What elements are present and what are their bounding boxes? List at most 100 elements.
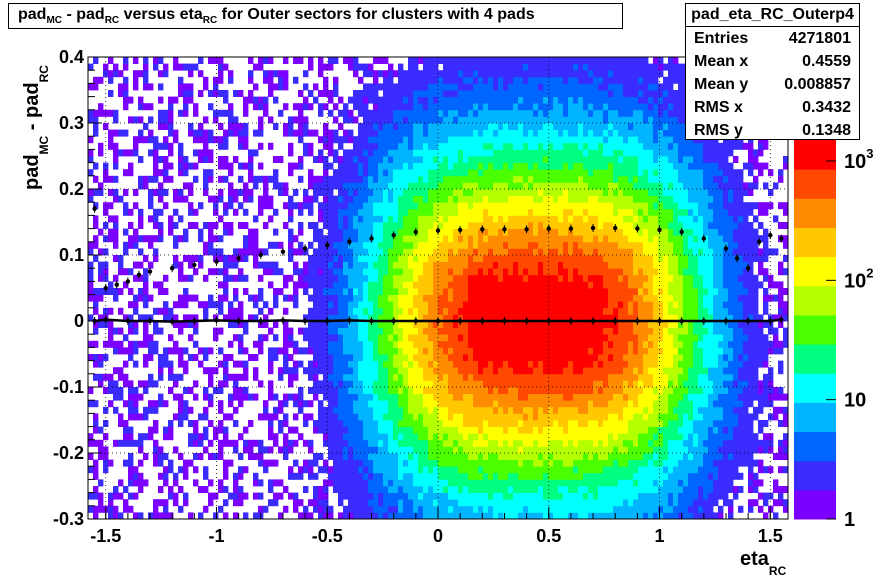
heatmap-cell	[493, 149, 499, 157]
heatmap-cell	[503, 334, 509, 342]
heatmap-cell	[363, 294, 369, 302]
heatmap-cell	[448, 189, 454, 196]
heatmap-cell	[488, 142, 494, 150]
heatmap-cell	[503, 406, 509, 414]
heatmap-cell	[223, 459, 229, 467]
heatmap-cell	[363, 70, 369, 78]
heatmap-cell	[363, 241, 369, 249]
heatmap-cell	[398, 195, 404, 203]
heatmap-cell	[318, 63, 324, 71]
heatmap-cell	[388, 486, 394, 493]
heatmap-cell	[553, 354, 559, 361]
heatmap-cell	[153, 459, 159, 467]
heatmap-cell	[273, 321, 279, 328]
heatmap-cell	[348, 96, 354, 104]
heatmap-cell	[503, 387, 509, 394]
heatmap-cell	[283, 439, 289, 447]
heatmap-cell	[498, 222, 504, 229]
heatmap-cell	[253, 241, 259, 249]
heatmap-cell	[128, 222, 134, 229]
heatmap-cell	[213, 195, 219, 203]
heatmap-cell	[508, 268, 514, 276]
heatmap-cell	[443, 400, 449, 408]
heatmap-cell	[548, 288, 554, 295]
heatmap-cell	[288, 466, 294, 474]
heatmap-cell	[433, 505, 439, 513]
heatmap-cell	[543, 116, 549, 124]
heatmap-cell	[403, 426, 409, 434]
heatmap-cell	[108, 129, 114, 137]
heatmap-cell	[553, 261, 559, 269]
heatmap-cell	[553, 453, 559, 460]
heatmap-cell	[403, 274, 409, 282]
heatmap-cell	[268, 202, 274, 210]
heatmap-cell	[493, 301, 499, 309]
heatmap-cell	[433, 281, 439, 289]
heatmap-cell	[368, 347, 374, 355]
heatmap-cell	[458, 492, 464, 500]
heatmap-cell	[153, 215, 159, 223]
heatmap-cell	[373, 149, 379, 157]
heatmap-cell	[128, 466, 134, 474]
heatmap-cell	[228, 76, 234, 84]
heatmap-cell	[228, 182, 234, 190]
heatmap-cell	[153, 63, 159, 71]
heatmap-cell	[543, 261, 549, 269]
heatmap-cell	[348, 393, 354, 401]
heatmap-cell	[373, 76, 379, 84]
heatmap-cell	[473, 294, 479, 302]
heatmap-cell	[238, 340, 244, 348]
heatmap-cell	[533, 268, 539, 276]
heatmap-cell	[453, 142, 459, 150]
heatmap-cell	[373, 466, 379, 474]
heatmap-cell	[243, 189, 249, 196]
heatmap-cell	[538, 136, 544, 144]
heatmap-cell	[213, 202, 219, 210]
heatmap-cell	[548, 367, 554, 375]
heatmap-cell	[328, 472, 334, 480]
heatmap-cell	[553, 499, 559, 507]
heatmap-cell	[493, 446, 499, 454]
heatmap-cell	[523, 90, 529, 97]
heatmap-cell	[483, 420, 489, 427]
heatmap-cell	[273, 301, 279, 309]
heatmap-cell	[393, 446, 399, 454]
heatmap-cell	[88, 433, 94, 441]
heatmap-cell	[203, 149, 209, 157]
heatmap-cell	[358, 268, 364, 276]
heatmap-cell	[203, 136, 209, 144]
heatmap-cell	[458, 466, 464, 474]
heatmap-cell	[118, 439, 124, 447]
heatmap-cell	[403, 116, 409, 124]
heatmap-cell	[493, 459, 499, 467]
heatmap-cell	[148, 235, 154, 243]
heatmap-cell	[463, 142, 469, 150]
heatmap-cell	[573, 347, 579, 355]
heatmap-cell	[508, 433, 514, 441]
heatmap-cell	[223, 380, 229, 388]
heatmap-cell	[448, 479, 454, 487]
heatmap-cell	[523, 129, 529, 137]
heatmap-cell	[518, 109, 524, 117]
heatmap-cell	[373, 314, 379, 322]
heatmap-cell	[268, 486, 274, 493]
heatmap-cell	[258, 340, 264, 348]
heatmap-cell	[268, 195, 274, 203]
heatmap-cell	[438, 321, 444, 328]
heatmap-cell	[333, 228, 339, 236]
heatmap-cell	[563, 334, 569, 342]
heatmap-cell	[483, 453, 489, 460]
heatmap-cell	[383, 162, 389, 170]
heatmap-cell	[503, 426, 509, 434]
heatmap-cell	[463, 340, 469, 348]
heatmap-cell	[493, 189, 499, 196]
heatmap-cell	[328, 413, 334, 421]
heatmap-cell	[383, 301, 389, 309]
heatmap-cell	[428, 123, 434, 130]
heatmap-cell	[363, 340, 369, 348]
heatmap-cell	[373, 367, 379, 375]
heatmap-cell	[283, 486, 289, 493]
heatmap-cell	[483, 162, 489, 170]
heatmap-cell	[453, 228, 459, 236]
heatmap-cell	[528, 202, 534, 210]
